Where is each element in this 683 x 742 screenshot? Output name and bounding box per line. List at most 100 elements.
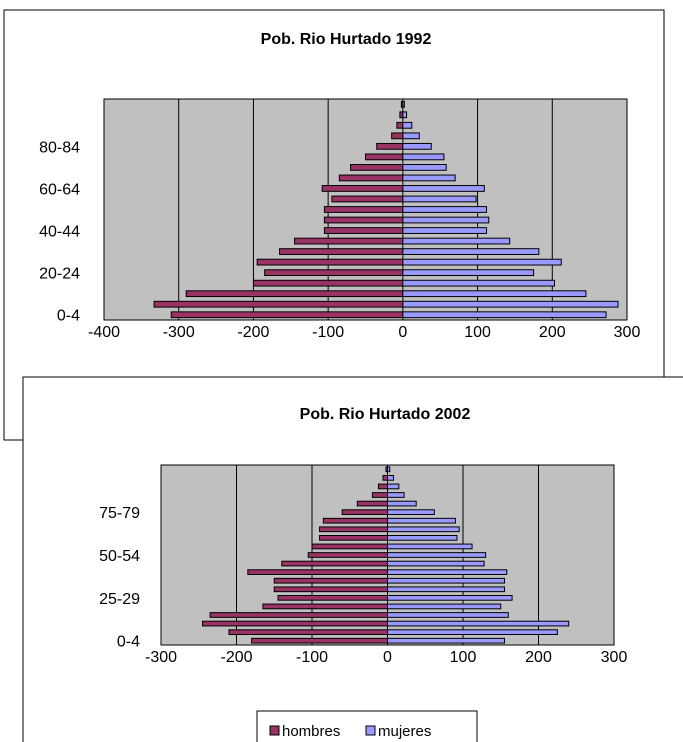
x-tick-label: -400 <box>88 324 120 341</box>
bar-mujeres-5-9 <box>387 629 558 635</box>
x-tick-label: -100 <box>312 324 344 341</box>
bar-hombres-25-29 <box>277 595 388 601</box>
bar-mujeres-0-4 <box>387 637 506 644</box>
bar-mujeres-70-74 <box>387 517 456 524</box>
bar-hombres-75-79 <box>341 509 389 515</box>
bar-mujeres-20-24 <box>387 603 502 610</box>
y-tick-label: 40-44 <box>39 224 80 241</box>
bar-mujeres-65-69 <box>387 526 460 533</box>
bar-hombres-10-14 <box>185 290 404 298</box>
bar-mujeres-80-84 <box>402 142 432 150</box>
bar-hombres-70-74 <box>350 164 404 171</box>
bar-hombres-80-84 <box>376 142 404 150</box>
bar-mujeres-60-64 <box>402 185 485 192</box>
bar-mujeres-75-79 <box>387 509 435 515</box>
bar-hombres-45-49 <box>281 560 388 567</box>
bar-hombres-95-99 <box>382 475 389 481</box>
bar-mujeres-95-99 <box>402 111 408 119</box>
bar-mujeres-25-29 <box>387 595 513 601</box>
chart-2002: Pob. Rio Hurtado 2002 0-4 25-29 50-54 75-79… <box>22 376 683 742</box>
legend-label-mujeres: mujeres <box>378 723 431 740</box>
x-tick-label: 0 <box>398 324 407 341</box>
bar-hombres-20-24 <box>262 603 388 610</box>
x-tick-label: -200 <box>220 649 252 666</box>
bar-hombres-20-24 <box>264 269 404 277</box>
bar-mujeres-85-89 <box>387 492 405 498</box>
bar-mujeres-35-39 <box>402 237 511 245</box>
y-tick-label: 0-4 <box>117 634 140 651</box>
bar-hombres-85-89 <box>371 492 388 498</box>
legend-label-hombres: hombres <box>282 723 340 740</box>
y-tick-label: 50-54 <box>99 548 140 565</box>
chart-1992-y-ticks: 0-4 20-24 40-44 60-64 80-84 <box>39 139 80 324</box>
bar-mujeres-30-34 <box>402 248 540 255</box>
chart-1992: Pob. Rio Hurtado 1992 0-4 20-24 40-44 60-64… <box>3 9 665 441</box>
bar-mujeres-95-99 <box>387 475 395 481</box>
bar-hombres-5-9 <box>153 300 404 308</box>
bar-hombres-0-4 <box>170 311 404 319</box>
chart-2002-x-ticks: -300 -200 -100 0 100 200 300 <box>145 649 627 666</box>
chart-2002-legend: hombres mujeres <box>256 710 478 742</box>
bar-mujeres-70-74 <box>402 164 447 171</box>
bar-hombres-90-94 <box>396 121 404 129</box>
bar-mujeres-60-64 <box>387 535 458 541</box>
chart-1992-title: Pob. Rio Hurtado 1992 <box>261 31 432 48</box>
bar-mujeres-55-59 <box>402 195 477 203</box>
x-tick-label: -300 <box>145 649 177 666</box>
legend-swatch-hombres <box>269 725 280 736</box>
bar-hombres-90-94 <box>377 483 389 490</box>
bar-mujeres-50-54 <box>402 206 488 213</box>
y-tick-label: 0-4 <box>57 308 80 325</box>
bar-mujeres-50-54 <box>387 552 487 558</box>
y-tick-label: 80-84 <box>39 139 80 156</box>
bar-hombres-25-29 <box>256 258 404 266</box>
bar-mujeres-55-59 <box>387 543 473 550</box>
bar-mujeres-5-9 <box>402 300 619 308</box>
bar-hombres-10-14 <box>202 620 388 627</box>
bar-hombres-15-19 <box>209 612 388 618</box>
bar-hombres-35-39 <box>273 577 388 584</box>
bar-hombres-30-34 <box>279 248 404 255</box>
bar-mujeres-85-89 <box>402 132 420 140</box>
chart-2002-y-ticks: 0-4 25-29 50-54 75-79 <box>99 505 140 651</box>
x-tick-label: 100 <box>450 649 477 666</box>
bar-mujeres-45-49 <box>402 216 490 224</box>
bar-hombres-35-39 <box>294 237 404 245</box>
bar-mujeres-45-49 <box>387 560 485 567</box>
chart-1992-bars <box>153 100 619 319</box>
x-tick-label: 0 <box>383 649 392 666</box>
bar-hombres-65-69 <box>338 174 404 182</box>
bar-hombres-60-64 <box>321 185 404 192</box>
bar-mujeres-30-34 <box>387 586 506 593</box>
bar-hombres-85-89 <box>391 132 404 140</box>
bar-mujeres-100+ <box>387 466 391 473</box>
bar-hombres-70-74 <box>322 517 389 524</box>
bar-mujeres-15-19 <box>387 612 509 618</box>
bar-mujeres-10-14 <box>387 620 570 627</box>
bar-hombres-40-44 <box>247 569 388 575</box>
bar-hombres-60-64 <box>319 535 388 541</box>
x-tick-label: 100 <box>464 324 491 341</box>
bar-mujeres-0-4 <box>402 311 607 319</box>
y-tick-label: 75-79 <box>99 505 140 522</box>
chart-2002-bars <box>202 466 570 644</box>
x-tick-label: -200 <box>237 324 269 341</box>
y-tick-label: 25-29 <box>99 591 140 608</box>
x-tick-label: 200 <box>525 649 552 666</box>
y-tick-label: 60-64 <box>39 181 80 198</box>
x-tick-label: -100 <box>296 649 328 666</box>
bar-hombres-50-54 <box>323 206 404 213</box>
bar-mujeres-65-69 <box>402 174 456 182</box>
bar-hombres-50-54 <box>307 552 389 558</box>
bar-mujeres-90-94 <box>387 483 400 490</box>
bar-mujeres-35-39 <box>387 577 506 584</box>
bar-hombres-5-9 <box>228 629 388 635</box>
bar-mujeres-100+ <box>402 100 405 108</box>
bar-mujeres-90-94 <box>402 121 413 129</box>
bar-mujeres-80-84 <box>387 500 417 507</box>
bar-hombres-65-69 <box>319 526 388 533</box>
x-tick-label: 300 <box>601 649 628 666</box>
chart-2002-title: Pob. Rio Hurtado 2002 <box>300 406 471 423</box>
y-tick-label: 20-24 <box>39 266 80 283</box>
